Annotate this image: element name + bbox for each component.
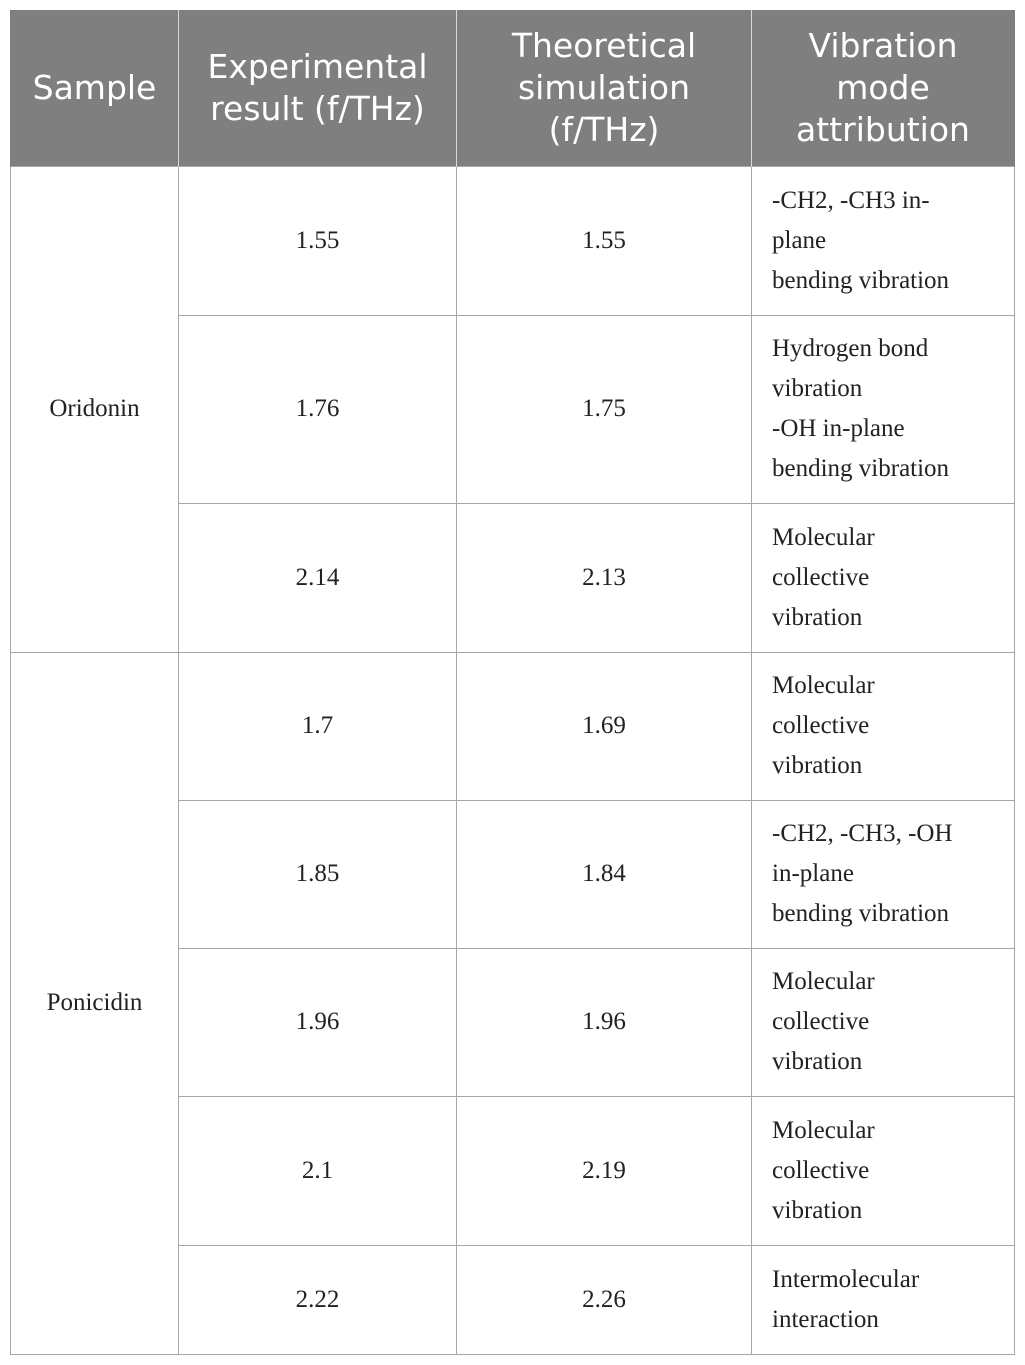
- table-row: 2.14 2.13 Molecular collective vibration: [11, 502, 1015, 653]
- table-body: Oridonin 1.55 1.55 -CH2, -CH3 in- plane …: [10, 165, 1015, 1355]
- experimental-value: 1.55: [178, 165, 457, 316]
- mode-line: -CH2, -CH3 in-: [772, 186, 930, 214]
- mode-line: Molecular: [772, 968, 875, 995]
- sample-cell-oridonin: Oridonin: [10, 165, 179, 653]
- header-theoretical-simulation: Theoretical simulation (f/THz): [456, 10, 752, 166]
- mode-cell: Hydrogen bond vibration -OH in-plane ben…: [751, 314, 1015, 504]
- experimental-value: 1.76: [178, 314, 457, 504]
- mode-cell: Molecular collective vibration: [751, 502, 1015, 653]
- experimental-value: 2.22: [178, 1244, 457, 1355]
- theoretical-value: 1.96: [456, 947, 752, 1097]
- header-line: mode: [836, 67, 930, 107]
- mode-line: -CH2, -CH3, -OH: [772, 820, 953, 847]
- header-line: Theoretical: [511, 25, 697, 65]
- theoretical-value: 1.75: [456, 314, 752, 504]
- header-row: Sample Experimental result (f/THz) Theor…: [10, 10, 1015, 166]
- table-row: 1.96 1.96 Molecular collective vibration: [11, 947, 1015, 1097]
- theoretical-value: 1.84: [456, 799, 752, 949]
- mode-line: plane: [772, 226, 827, 254]
- header-line: attribution: [796, 109, 970, 149]
- mode-line: interaction: [772, 1305, 879, 1333]
- theoretical-value: 2.26: [456, 1244, 752, 1355]
- mode-cell: -CH2, -CH3 in- plane bending vibration: [751, 165, 1015, 316]
- mode-line: collective: [772, 563, 870, 591]
- mode-line: collective: [772, 712, 870, 739]
- header-line: Sample: [32, 67, 157, 107]
- header-line: Vibration: [808, 25, 958, 65]
- mode-cell: Intermolecular interaction: [751, 1244, 1015, 1355]
- mode-cell: Molecular collective vibration: [751, 947, 1015, 1097]
- header-vibration-mode: Vibration mode attribution: [751, 10, 1015, 166]
- theoretical-value: 2.13: [456, 502, 752, 653]
- mode-line: vibration: [772, 375, 863, 402]
- header-line: Experimental: [207, 46, 428, 86]
- table-row: Ponicidin 1.7 1.69 Molecular collective …: [10, 651, 1015, 1355]
- mode-cell: Molecular collective vibration: [751, 651, 1015, 801]
- table-header: Sample Experimental result (f/THz) Theor…: [10, 10, 1015, 166]
- mode-line: bending vibration: [772, 266, 950, 294]
- experimental-value: 1.85: [178, 799, 457, 949]
- mode-line: collective: [772, 1156, 870, 1184]
- experimental-value: 2.1: [178, 1095, 457, 1246]
- experimental-value: 1.7: [178, 651, 457, 801]
- experimental-value: 2.14: [178, 502, 457, 653]
- theoretical-value: 1.55: [456, 165, 752, 316]
- mode-line: Molecular: [772, 672, 875, 699]
- header-line: simulation: [517, 67, 691, 107]
- mode-line: Molecular: [772, 1116, 875, 1144]
- mode-line: vibration: [772, 752, 863, 779]
- mode-line: vibration: [772, 1048, 863, 1075]
- table-row: Oridonin 1.55 1.55 -CH2, -CH3 in- plane …: [10, 165, 1015, 653]
- mode-line: Intermolecular: [772, 1265, 920, 1293]
- mode-line: -OH in-plane: [772, 415, 905, 442]
- experimental-value: 1.96: [178, 947, 457, 1097]
- header-line: result (f/THz): [210, 88, 425, 128]
- mode-line: collective: [772, 1008, 870, 1035]
- mode-line: bending vibration: [772, 900, 950, 927]
- mode-line: vibration: [772, 603, 863, 631]
- theoretical-value: 2.19: [456, 1095, 752, 1246]
- header-experimental-result: Experimental result (f/THz): [178, 10, 457, 166]
- mode-line: Molecular: [772, 523, 875, 551]
- sample-cell-ponicidin: Ponicidin: [10, 651, 179, 1355]
- table-row: 1.76 1.75 Hydrogen bond vibration -OH in…: [11, 314, 1015, 504]
- header-sample: Sample: [10, 10, 179, 166]
- mode-cell: Molecular collective vibration: [751, 1095, 1015, 1246]
- mode-cell: -CH2, -CH3, -OH in-plane bending vibrati…: [751, 799, 1015, 949]
- theoretical-value: 1.69: [456, 651, 752, 801]
- mode-line: in-plane: [772, 860, 854, 887]
- table-row: 2.22 2.26 Intermolecular interaction: [11, 1244, 1015, 1355]
- vibration-mode-table: Sample Experimental result (f/THz) Theor…: [10, 10, 1015, 1355]
- header-line: (f/THz): [548, 109, 660, 149]
- mode-line: Hydrogen bond: [772, 335, 929, 362]
- mode-line: vibration: [772, 1196, 863, 1224]
- mode-line: bending vibration: [772, 455, 950, 482]
